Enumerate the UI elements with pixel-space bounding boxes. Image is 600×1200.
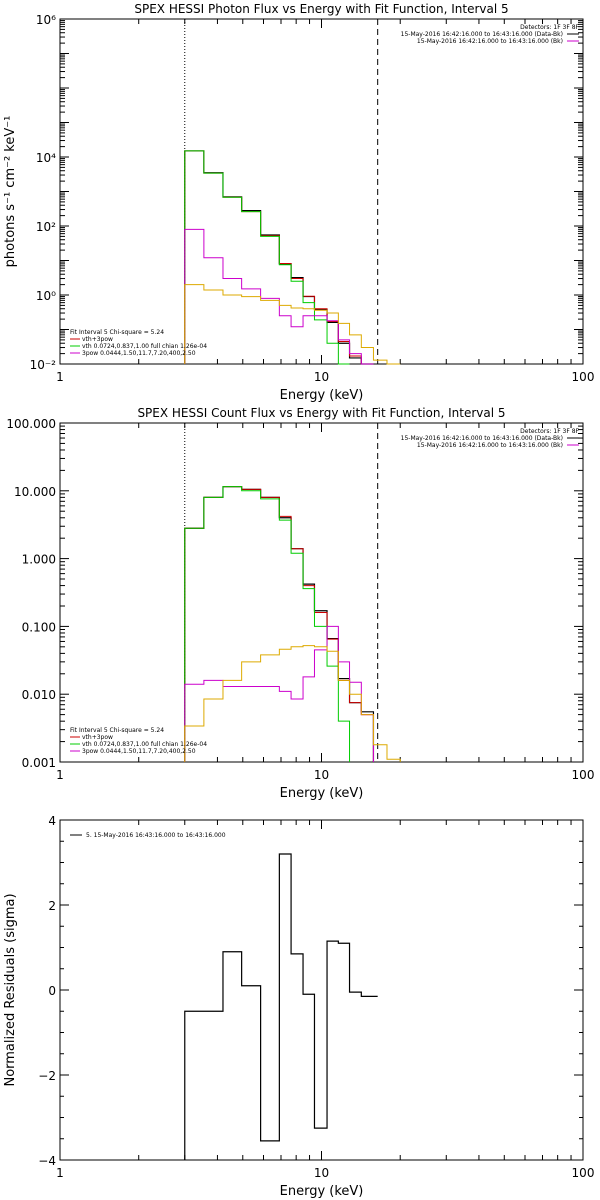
detectors-label: Detectors: 1F 3F 8F: [520, 428, 579, 435]
x-tick-label: 1: [56, 1166, 64, 1180]
y-tick-label: 10²: [36, 220, 56, 234]
x-axis-label: Energy (keV): [280, 388, 364, 403]
plot-frame: [59, 422, 584, 763]
y-axis-label: Normalized Residuals (sigma): [3, 893, 18, 1086]
x-tick-label: 100: [572, 370, 595, 384]
chart-panel-2: SPEX HESSI Count Flux vs Energy with Fit…: [6, 406, 594, 801]
y-tick-label: 10⁴: [36, 151, 56, 165]
x-tick-label: 10: [314, 370, 329, 384]
x-tick-label: 100: [572, 768, 595, 782]
x-tick-label: 10: [314, 1166, 329, 1180]
y-tick-label: 0: [48, 984, 56, 998]
legend-entry: vth+3pow: [82, 336, 113, 343]
y-tick-label: −2: [38, 1069, 56, 1083]
y-tick-label: 100.000: [6, 417, 56, 431]
time-range-entry: 15-May-2016 16:42:16.000 to 16:43:16.000…: [401, 435, 563, 442]
y-tick-label: 0.010: [22, 688, 56, 702]
y-tick-label: 0.100: [22, 620, 56, 634]
legend-entry: vth 0.0724,0.837,1.00 full chian 1.26e-0…: [82, 343, 207, 350]
legend-entry: 5. 15-May-2016 16:43:16.000 to 16:43:16.…: [86, 832, 226, 839]
chart-panel-3: 1 10 100 −4 −2 0 2 4 Energy (keV) Normalized Resi…: [3, 814, 594, 1199]
y-tick-label: 2: [48, 899, 56, 913]
legend-entry: vth 0.0724,0.837,1.00 full chian 1.26e-0…: [82, 741, 207, 748]
y-tick-label: 10⁰: [36, 289, 56, 303]
x-axis-label: Energy (keV): [280, 786, 364, 801]
chart-title: SPEX HESSI Photon Flux vs Energy with Fi…: [134, 2, 508, 16]
legend-entry: 3pow 0.0444,1.50,11.7,7.20,400,2.50: [82, 748, 196, 755]
y-tick-label: −4: [38, 1154, 56, 1168]
x-tick-label: 1: [56, 768, 64, 782]
time-range-entry: 15-May-2016 16:42:16.000 to 16:43:16.000…: [401, 31, 563, 38]
legend-entry: vth+3pow: [82, 734, 113, 741]
y-tick-label: 10⁶: [36, 13, 56, 27]
time-range-entry: 15-May-2016 16:42:16.000 to 16:43:16.000…: [417, 38, 563, 45]
plot-frame: [59, 18, 584, 365]
x-tick-label: 1: [56, 370, 64, 384]
time-range-entry: 15-May-2016 16:42:16.000 to 16:43:16.000…: [417, 442, 563, 449]
series-line-3: [184, 150, 350, 365]
series-line-5: [184, 284, 401, 365]
legend-title: Fit Interval 5 Chi-square = 5.24: [70, 727, 164, 734]
x-tick-label: 100: [572, 1166, 595, 1180]
series-line-1: [184, 853, 378, 1160]
series-line-3: [184, 486, 351, 762]
plot-frame: [59, 819, 584, 1161]
series-line-4: [184, 625, 374, 762]
chart-title: SPEX HESSI Count Flux vs Energy with Fit…: [137, 406, 505, 420]
legend-entry: 3pow 0.0444,1.50,11.7,7.20,400,2.50: [82, 350, 196, 357]
series-line-4: [184, 228, 374, 365]
y-tick-label: 1.000: [22, 553, 56, 567]
y-tick-label: 10⁻²: [30, 358, 57, 372]
x-axis-label: Energy (keV): [280, 1184, 364, 1199]
legend-title: Fit Interval 5 Chi-square = 5.24: [70, 329, 164, 336]
y-tick-label: 0.001: [22, 756, 56, 770]
x-tick-label: 10: [314, 768, 329, 782]
y-tick-label: 4: [48, 814, 56, 828]
y-axis-label: photons s⁻¹ cm⁻² keV⁻¹: [3, 116, 18, 268]
y-tick-label: 10.000: [14, 485, 56, 499]
series-line-5: [184, 645, 401, 762]
chart-panel-1: SPEX HESSI Photon Flux vs Energy with Fi…: [3, 2, 594, 403]
detectors-label: Detectors: 1F 3F 8F: [520, 24, 579, 31]
